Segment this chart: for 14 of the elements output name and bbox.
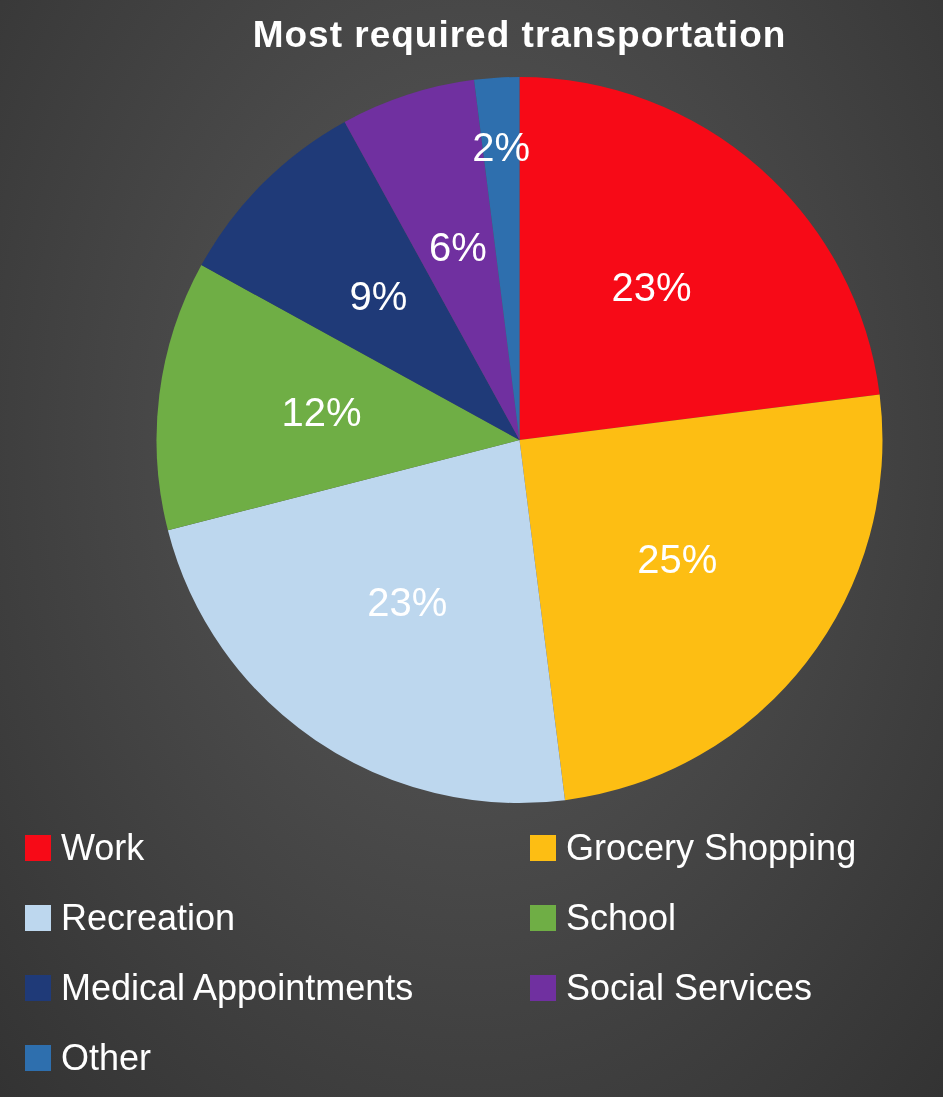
data-label: 12% <box>281 390 362 435</box>
data-label: 9% <box>349 273 408 318</box>
legend-label: Recreation <box>61 897 236 939</box>
chart-title: Most required transportation <box>251 14 788 56</box>
legend-label: School <box>566 897 677 939</box>
legend-label: Work <box>61 827 145 869</box>
legend-label: Social Services <box>566 967 813 1009</box>
legend-label: Other <box>61 1037 152 1079</box>
data-label: 23% <box>367 580 448 625</box>
data-label: 25% <box>637 537 718 582</box>
data-label: 6% <box>428 225 487 270</box>
data-label: 23% <box>611 265 692 310</box>
legend-label: Grocery Shopping <box>566 827 857 869</box>
legend-label: Medical Appointments <box>61 967 414 1009</box>
